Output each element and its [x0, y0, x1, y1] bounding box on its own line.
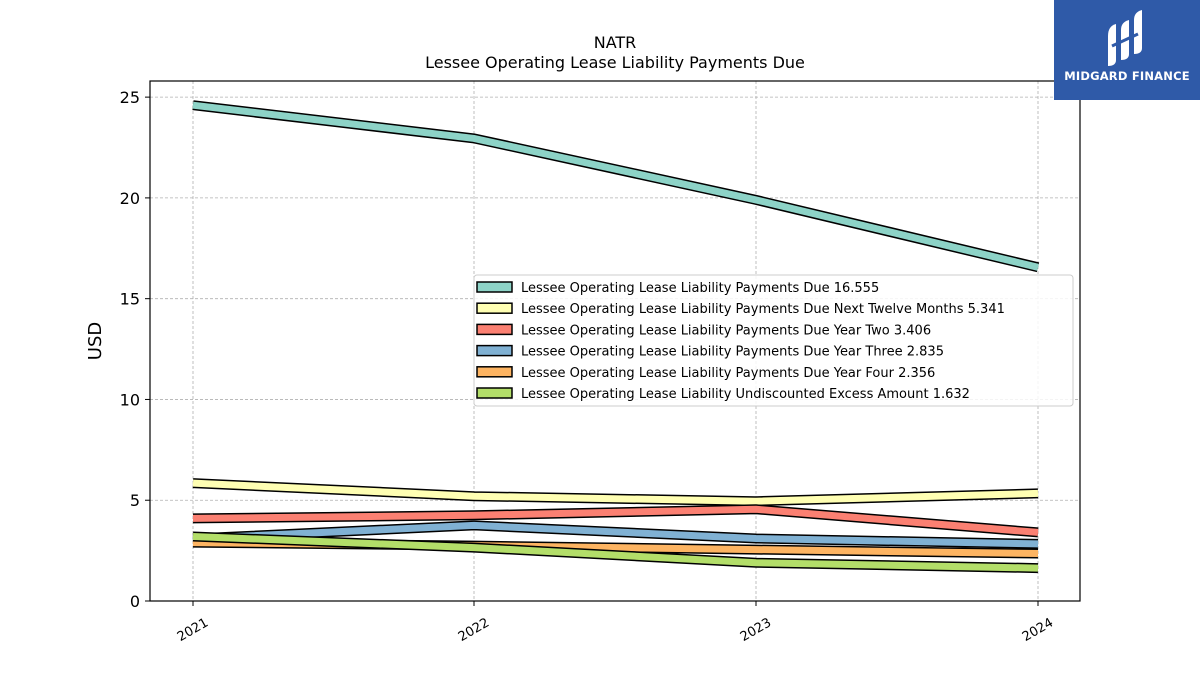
series-fill: [192, 505, 1039, 536]
y-axis-label: USD: [85, 322, 106, 360]
plot-frame: [149, 80, 1081, 602]
series-line: [192, 520, 1039, 549]
legend: Lessee Operating Lease Liability Payment…: [473, 274, 1074, 407]
data-point: [1037, 531, 1039, 533]
midgard-logo-icon: [1108, 10, 1142, 66]
data-point: [755, 199, 757, 201]
x-tick-label: 2022: [456, 615, 492, 645]
legend-label: Lessee Operating Lease Liability Payment…: [521, 323, 931, 338]
legend-label: Lessee Operating Lease Liability Payment…: [521, 366, 935, 381]
legend-box: [473, 274, 1074, 407]
data-point: [192, 104, 194, 106]
y-tick-label: 20: [120, 189, 140, 208]
legend-label: Lessee Operating Lease Liability Payment…: [521, 302, 1005, 317]
data-point: [755, 549, 757, 551]
data-point: [192, 517, 194, 519]
legend-swatch: [476, 323, 513, 336]
chart-subtitle: Lessee Operating Lease Liability Payment…: [425, 53, 805, 72]
series-line: [192, 531, 1039, 574]
series-lines: [192, 100, 1040, 574]
series-fill: [192, 533, 1039, 572]
legend-swatch: [476, 366, 513, 378]
series-line: [192, 478, 1039, 507]
y-tick-label: 0: [130, 592, 140, 611]
logo-text: MIDGARD FINANCE: [1064, 69, 1190, 83]
data-point: [755, 500, 757, 502]
legend-swatch: [476, 302, 513, 314]
data-point: [1037, 492, 1039, 494]
legend-label: Lessee Operating Lease Liability Payment…: [521, 345, 944, 360]
legend-swatch: [476, 387, 513, 399]
data-point: [192, 542, 194, 544]
series-fill: [192, 521, 1039, 548]
data-point: [473, 495, 475, 497]
data-point: [1037, 543, 1039, 545]
series-line: [192, 504, 1039, 538]
series-line: [192, 100, 1040, 273]
logo: MIDGARD FINANCE: [1054, 0, 1200, 100]
data-point: [192, 482, 194, 484]
data-point: [192, 536, 194, 537]
legend-label: Lessee Operating Lease Liability Payment…: [521, 281, 879, 296]
data-point: [473, 524, 475, 526]
y-tick-label: 15: [120, 290, 140, 309]
x-tick-label: 2021: [175, 615, 211, 645]
series-outline: [192, 100, 1040, 273]
x-tick-label: 2024: [1020, 615, 1056, 645]
data-point: [473, 547, 475, 549]
legend-label: Lessee Operating Lease Liability Undisco…: [521, 387, 970, 402]
data-point: [473, 137, 475, 139]
series-fill: [192, 479, 1039, 505]
data-point: [1037, 553, 1039, 554]
data-point: [755, 508, 757, 510]
data-point: [755, 562, 757, 564]
data-point: [473, 514, 475, 516]
legend-swatch: [476, 281, 513, 293]
legend-swatch: [476, 344, 513, 357]
chart-title: NATR: [594, 33, 637, 52]
x-tick-label: 2023: [738, 615, 774, 645]
y-tick-label: 25: [120, 88, 140, 107]
data-point: [1037, 567, 1039, 569]
y-tick-label: 10: [120, 390, 140, 409]
data-point: [755, 538, 757, 539]
series-fill: [192, 101, 1039, 271]
y-tick-label: 5: [130, 491, 140, 510]
data-point: [1037, 266, 1039, 268]
